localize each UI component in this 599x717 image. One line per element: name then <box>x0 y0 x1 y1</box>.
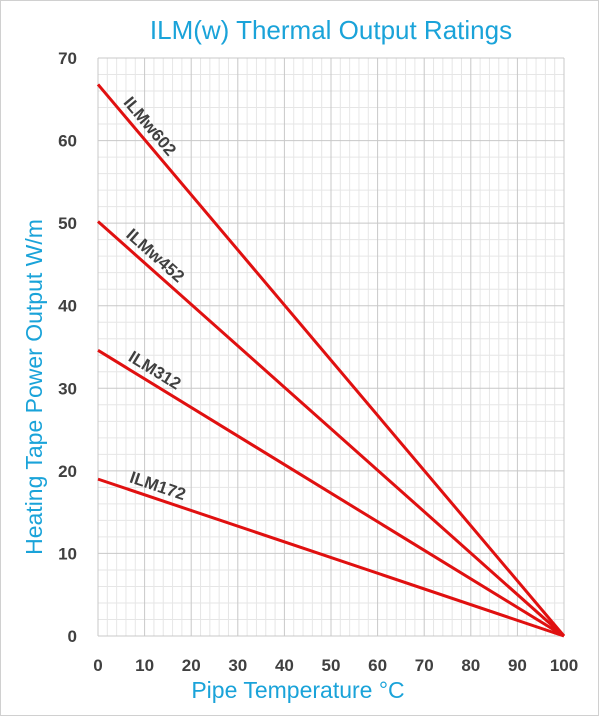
chart-title: ILM(w) Thermal Output Ratings <box>150 15 512 45</box>
series-label-ilmw452: ILMw452 <box>122 225 188 286</box>
x-tick-label: 90 <box>508 656 527 675</box>
grid <box>97 57 565 637</box>
x-axis-label: Pipe Temperature °C <box>191 677 404 703</box>
series-line-ilmw452 <box>97 220 565 638</box>
y-tick-label: 20 <box>58 462 77 481</box>
y-tick-label: 60 <box>58 132 77 151</box>
x-tick-label: 100 <box>550 656 578 675</box>
x-tick-label: 70 <box>415 656 434 675</box>
x-tick-label: 80 <box>461 656 480 675</box>
x-tick-label: 0 <box>93 656 102 675</box>
series-lines <box>96 83 566 638</box>
series-line-ilm312 <box>97 349 565 638</box>
series-line-ilm172 <box>97 477 565 638</box>
x-tick-label: 30 <box>228 656 247 675</box>
series-label-ilmw602: ILMw602 <box>120 93 180 159</box>
y-tick-label: 0 <box>68 627 77 646</box>
y-tick-label: 70 <box>58 49 77 68</box>
x-tick-label: 50 <box>322 656 341 675</box>
x-tick-label: 20 <box>182 656 201 675</box>
tick-labels: 0 10 20 30 40 50 60 70 80 90 100 0 10 20 30 40 50 60 70 <box>58 49 578 675</box>
x-tick-label: 10 <box>135 656 154 675</box>
y-axis-label: Heating Tape Power Output W/m <box>21 219 47 555</box>
y-tick-label: 50 <box>58 214 77 233</box>
x-tick-label: 40 <box>275 656 294 675</box>
x-tick-label: 60 <box>368 656 387 675</box>
y-tick-label: 40 <box>58 297 77 316</box>
y-tick-label: 10 <box>58 544 77 563</box>
y-tick-label: 30 <box>58 379 77 398</box>
series-line-ilmw602 <box>96 83 566 637</box>
